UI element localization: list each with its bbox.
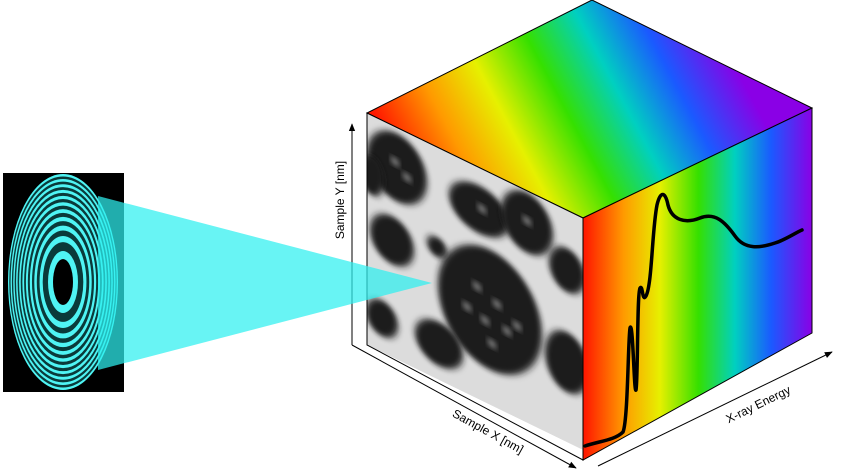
inclusion bbox=[403, 172, 411, 182]
y-axis-label: Sample Y [nm] bbox=[333, 161, 347, 239]
zone-plate bbox=[8, 174, 118, 390]
inclusion bbox=[488, 339, 496, 349]
particle bbox=[415, 319, 463, 369]
inclusion bbox=[523, 216, 531, 226]
inclusion bbox=[513, 321, 521, 331]
energy-axis bbox=[597, 351, 833, 467]
inclusion bbox=[463, 302, 471, 312]
inclusion bbox=[478, 204, 486, 214]
inclusion bbox=[503, 326, 511, 336]
spectrum-curve bbox=[583, 192, 804, 448]
inclusion bbox=[473, 282, 481, 291]
zone-center bbox=[53, 259, 73, 305]
energy-axis-label: X-ray Energy bbox=[724, 383, 793, 426]
particle bbox=[370, 213, 414, 267]
inclusion bbox=[391, 157, 399, 167]
particle bbox=[438, 244, 542, 375]
particle bbox=[367, 154, 384, 197]
particle bbox=[545, 330, 583, 395]
x-ray-beam bbox=[98, 196, 432, 370]
particle bbox=[549, 246, 583, 294]
inclusion bbox=[481, 315, 489, 325]
particle bbox=[367, 298, 398, 338]
cube-front-image bbox=[367, 113, 583, 450]
inclusion bbox=[493, 299, 501, 309]
x-axis bbox=[351, 344, 577, 469]
particle bbox=[427, 235, 447, 259]
